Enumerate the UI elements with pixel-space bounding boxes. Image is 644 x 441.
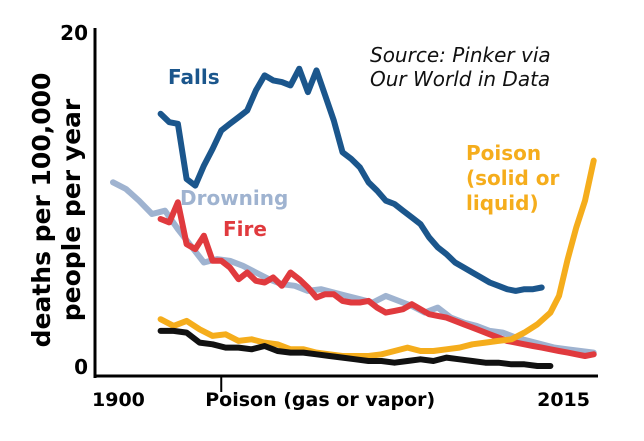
series-line-fire: [157, 199, 597, 359]
y-tick-label-20: 20: [60, 21, 88, 45]
series-line-poison-gas-or-vapor: [157, 327, 554, 369]
y-axis-label-line-1: deaths per 100,000: [27, 73, 56, 348]
source-line-1: Source: Pinker via: [370, 43, 551, 67]
series-label-falls-0: Falls: [168, 65, 220, 89]
y-tick-label-0: 0: [74, 355, 88, 379]
series-label-poison-solid-or-liquid-0: Poison: [466, 141, 541, 165]
series-line-poison-solid-or-liquid: [157, 157, 597, 359]
x-tick-label-0: 1900: [92, 389, 145, 411]
source-line-2: Our World in Data: [370, 67, 550, 91]
series-label-poison-solid-or-liquid-1: (solid or: [466, 166, 560, 190]
x-tick-label-1: Poison (gas or vapor): [205, 389, 435, 411]
x-tick-label-2: 2015: [537, 389, 590, 411]
series-line-falls: [157, 65, 545, 294]
series-label-drowning-0: Drowning: [180, 186, 288, 210]
series-label-fire-0: Fire: [223, 217, 267, 241]
y-axis-label-line-2: people per year: [57, 98, 86, 321]
series-label-poison-solid-or-liquid-2: liquid): [466, 191, 539, 215]
